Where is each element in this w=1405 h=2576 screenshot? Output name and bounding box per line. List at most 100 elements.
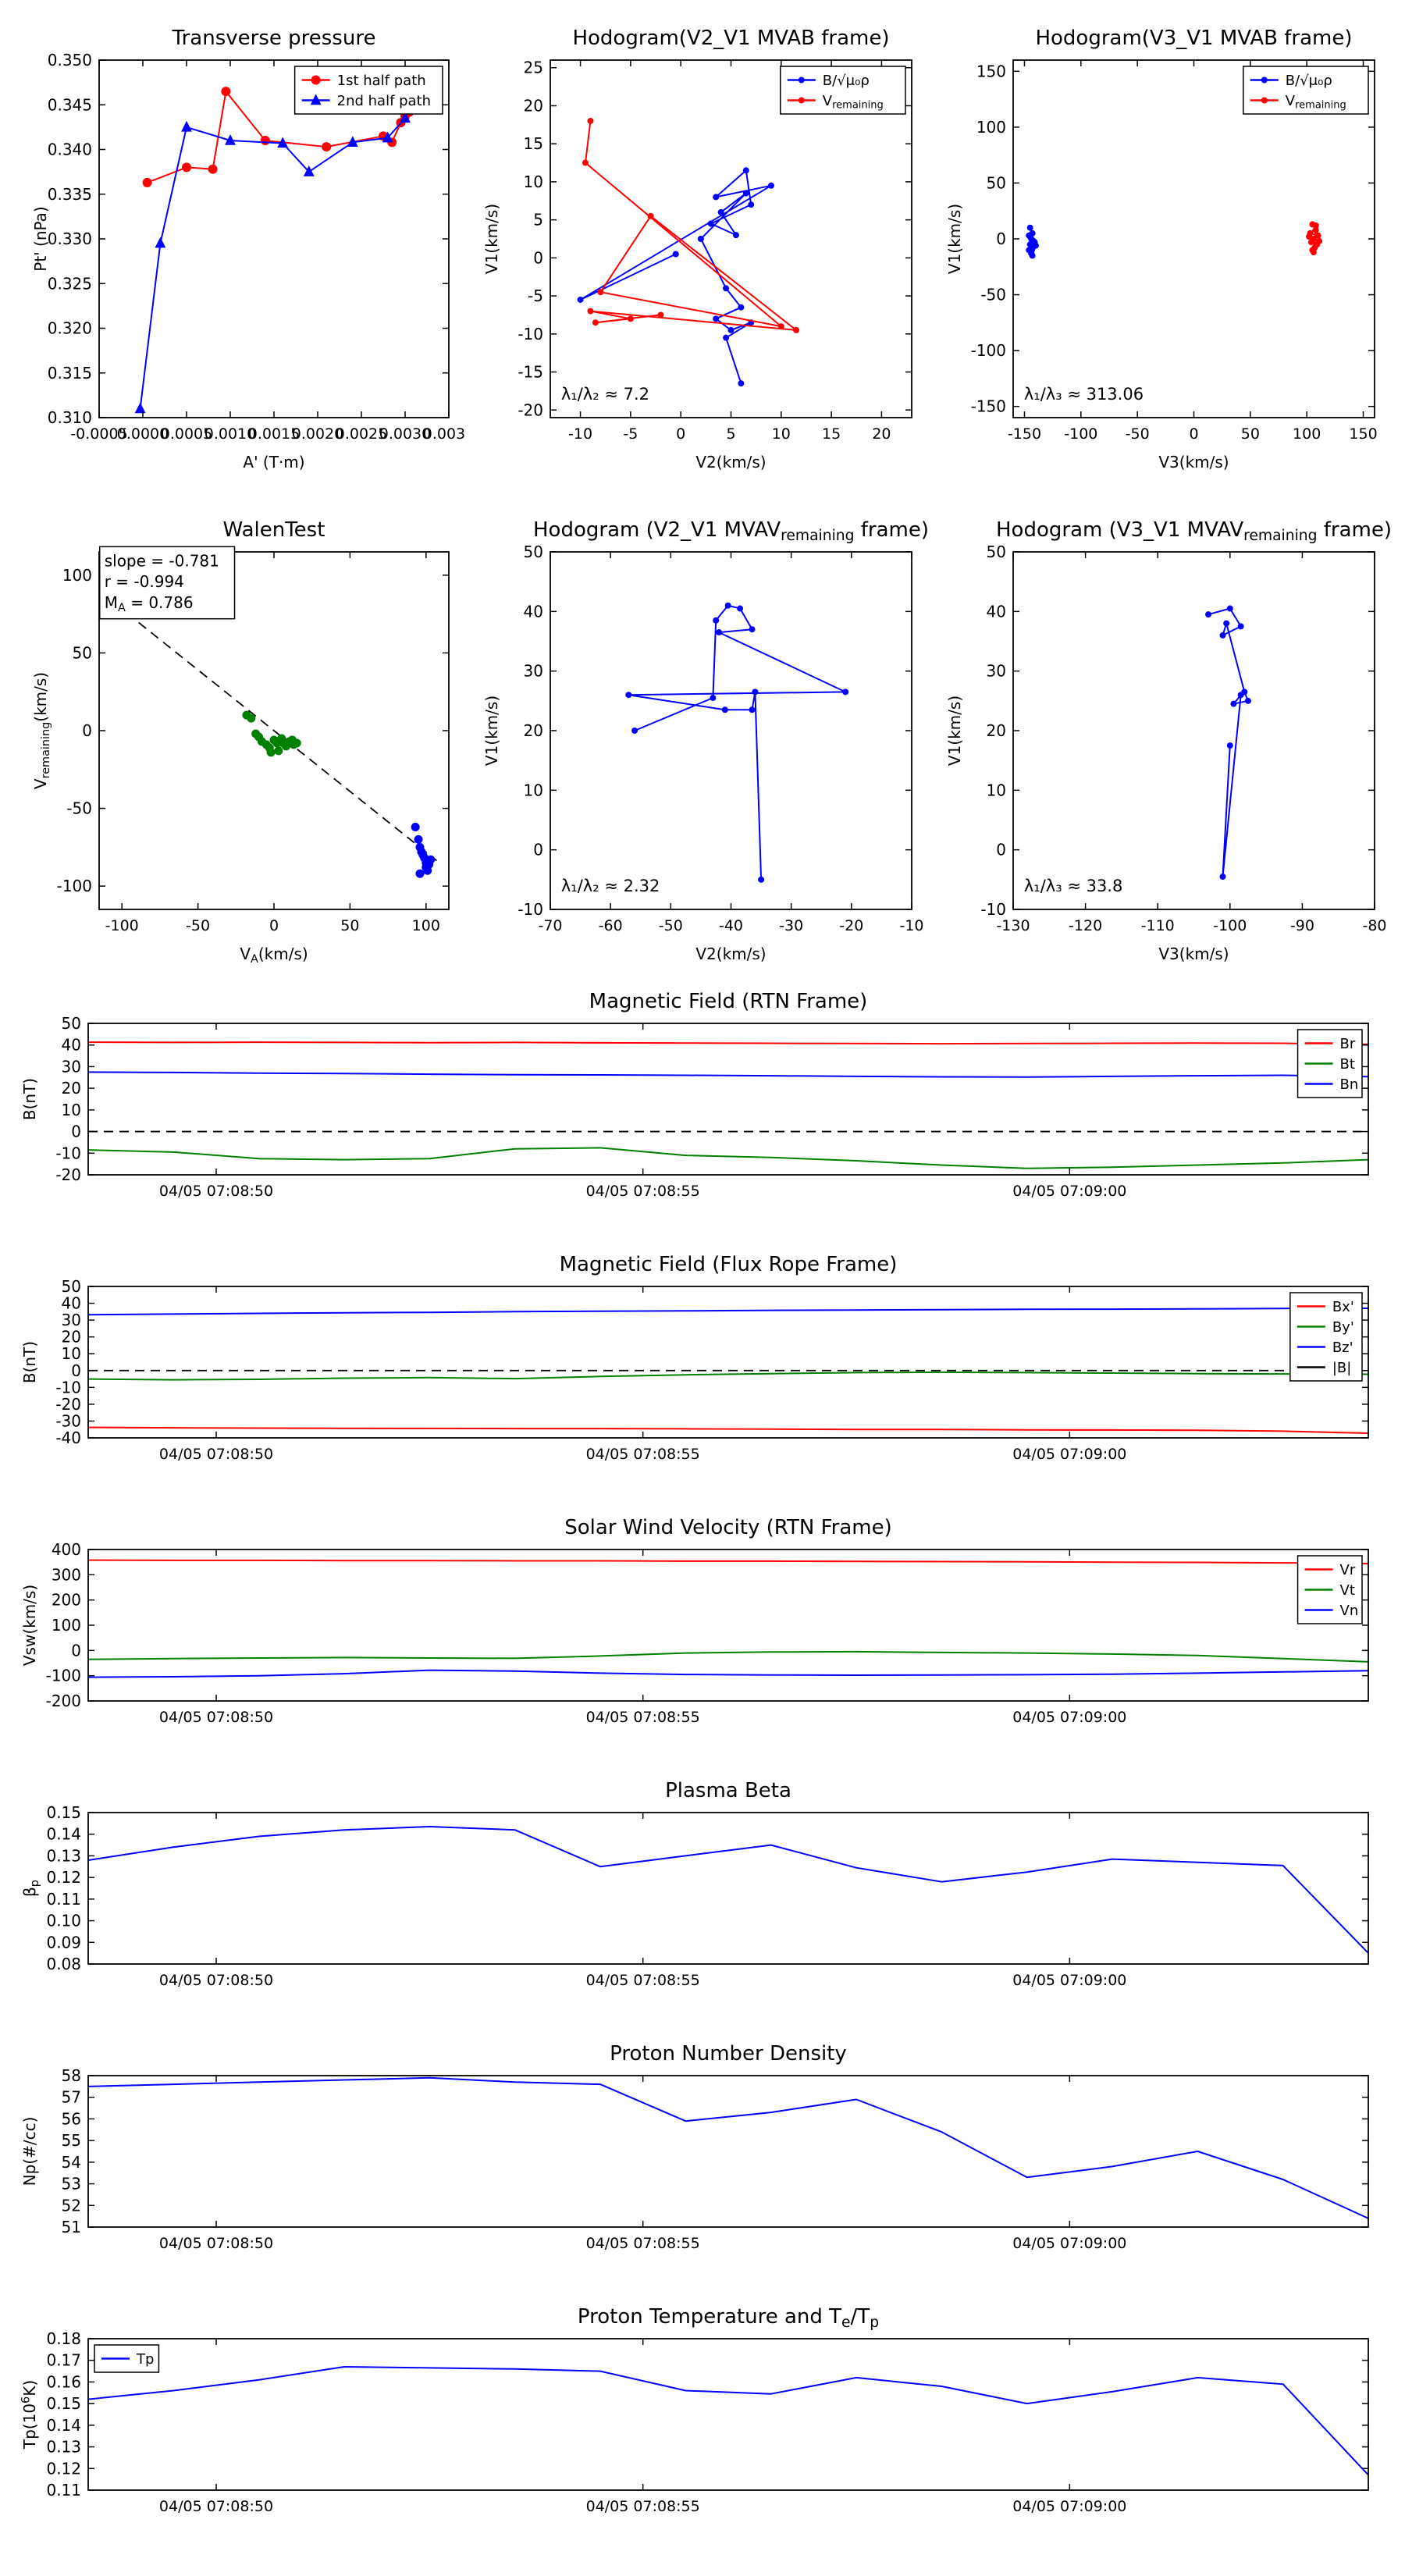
svg-text:0.340: 0.340	[48, 141, 92, 159]
svg-text:0.14: 0.14	[46, 2416, 81, 2435]
chart-solar-wind-velocity: 04/05 07:08:50 04/05 07:08:55 04/05 07:09:…	[12, 1514, 1393, 1738]
svg-text:MA = 0.786: MA = 0.786	[105, 593, 194, 614]
svg-text:By': By'	[1332, 1319, 1354, 1336]
svg-text:λ₁/λ₃ ≈ 313.06: λ₁/λ₃ ≈ 313.06	[1024, 385, 1144, 404]
svg-text:-100: -100	[57, 877, 92, 895]
svg-text:100: 100	[1293, 425, 1321, 443]
svg-text:04/05 07:08:50: 04/05 07:08:50	[159, 1446, 273, 1463]
chart-svg-hodogram_v2v1_mvab: -10 -5 0 5 10 15 20 -20 -15 -10 -5 0 5 10 15 20 25 Hodogr…	[482, 27, 912, 471]
svg-text:Hodogram(V3_V1 MVAB frame): Hodogram(V3_V1 MVAB frame)	[1035, 27, 1352, 50]
svg-text:100: 100	[412, 917, 440, 934]
svg-text:20: 20	[524, 96, 543, 115]
svg-text:04/05 07:08:50: 04/05 07:08:50	[159, 1709, 273, 1726]
svg-text:0.15: 0.15	[46, 2394, 81, 2413]
chart-svg-hodogram_v2v1_mvav: -70 -60 -50 -40 -30 -20 -10 -10 0 10 20 30 40 50Hodog…	[482, 518, 929, 963]
svg-text:55: 55	[62, 2131, 81, 2150]
svg-text:50: 50	[987, 173, 1006, 192]
svg-text:-50: -50	[186, 917, 210, 934]
chart-svg-walen_test: -100 -50 0 50 100 -100 -50 0 50 100 WalenTest VA(km…	[31, 518, 450, 966]
svg-text:-10: -10	[55, 1378, 81, 1397]
svg-text:B(nT): B(nT)	[20, 1078, 39, 1120]
svg-text:200: 200	[52, 1591, 81, 1610]
svg-text:400: 400	[52, 1540, 81, 1559]
svg-text:-100: -100	[1213, 917, 1247, 934]
svg-text:-80: -80	[1362, 917, 1386, 934]
svg-text:-50: -50	[980, 286, 1006, 304]
svg-text:15: 15	[524, 134, 543, 153]
svg-text:30: 30	[987, 662, 1006, 681]
svg-text:-10: -10	[899, 917, 923, 934]
chart-svg-plasma_beta: 04/05 07:08:50 04/05 07:08:55 04/05 07:09:…	[20, 1779, 1369, 1989]
svg-text:r = -0.994: r = -0.994	[105, 572, 184, 591]
svg-text:0.0025: 0.0025	[336, 425, 387, 443]
chart-proton-density: 04/05 07:08:50 04/05 07:08:55 04/05 07:09:…	[12, 2040, 1393, 2265]
svg-text:0.0035: 0.0035	[423, 425, 466, 443]
svg-text:-70: -70	[538, 917, 562, 934]
svg-text:10: 10	[772, 425, 791, 443]
svg-text:Bx': Bx'	[1332, 1299, 1354, 1315]
svg-text:-10: -10	[55, 1144, 81, 1162]
svg-text:1st half path: 1st half path	[337, 73, 426, 89]
chart-magnetic-field-fluxrope: 04/05 07:08:50 04/05 07:08:55 04/05 07:09:…	[12, 1251, 1393, 1475]
svg-text:0.11: 0.11	[46, 1890, 81, 1909]
svg-text:300: 300	[52, 1565, 81, 1584]
svg-text:0.0005: 0.0005	[161, 425, 212, 443]
svg-text:0.0000: 0.0000	[117, 425, 169, 443]
svg-text:-40: -40	[55, 1429, 81, 1447]
chart-magnetic-field-rtn: 04/05 07:08:50 04/05 07:08:55 04/05 07:09:…	[12, 987, 1393, 1212]
svg-text:Plasma Beta: Plasma Beta	[665, 1779, 791, 1802]
chart-hodogram-v2v1-mvav: -70 -60 -50 -40 -30 -20 -10 -10 0 10 20 30 40 50 Hodog…	[472, 503, 929, 984]
svg-text:B/√μ₀ρ: B/√μ₀ρ	[823, 73, 870, 89]
svg-text:0: 0	[71, 1641, 81, 1660]
svg-text:-130: -130	[996, 917, 1030, 934]
svg-text:Bz': Bz'	[1332, 1340, 1353, 1356]
svg-text:0: 0	[71, 1361, 81, 1380]
svg-text:0.09: 0.09	[46, 1933, 81, 1952]
svg-text:V1(km/s): V1(km/s)	[945, 696, 964, 766]
svg-text:Tp: Tp	[136, 2351, 154, 2368]
svg-text:25: 25	[524, 59, 543, 77]
svg-text:-0.0005: -0.0005	[70, 425, 127, 443]
svg-text:50: 50	[340, 917, 359, 934]
svg-text:100: 100	[52, 1616, 81, 1635]
chart-svg-proton_density: 04/05 07:08:50 04/05 07:08:55 04/05 07:09:…	[20, 2042, 1369, 2252]
svg-text:10: 10	[524, 781, 543, 799]
svg-text:04/05 07:09:00: 04/05 07:09:00	[1012, 1972, 1126, 1989]
svg-text:WalenTest: WalenTest	[223, 518, 325, 542]
chart-hodogram-v2v1-mvab: -10 -5 0 5 10 15 20 -20 -15 -10 -5 0 5 10 15 20 25 Hodogr…	[472, 12, 929, 492]
svg-text:λ₁/λ₂ ≈ 7.2: λ₁/λ₂ ≈ 7.2	[561, 385, 649, 404]
svg-text:-10: -10	[568, 425, 592, 443]
svg-text:-120: -120	[1069, 917, 1102, 934]
svg-text:-5: -5	[623, 425, 638, 443]
svg-text:0: 0	[533, 841, 543, 859]
svg-text:50: 50	[62, 1014, 81, 1033]
svg-text:Solar Wind Velocity (RTN Frame: Solar Wind Velocity (RTN Frame)	[564, 1516, 891, 1539]
svg-text:04/05 07:08:55: 04/05 07:08:55	[586, 1709, 700, 1726]
svg-text:slope = -0.781: slope = -0.781	[105, 551, 219, 570]
svg-text:0.15: 0.15	[46, 1803, 81, 1822]
svg-text:0.13: 0.13	[46, 1846, 81, 1865]
svg-text:5: 5	[533, 211, 543, 229]
svg-text:50: 50	[524, 543, 543, 561]
svg-text:βp: βp	[20, 1880, 41, 1897]
svg-text:04/05 07:08:55: 04/05 07:08:55	[586, 1972, 700, 1989]
svg-text:04/05 07:08:55: 04/05 07:08:55	[586, 2498, 700, 2515]
svg-text:04/05 07:08:55: 04/05 07:08:55	[586, 1446, 700, 1463]
svg-text:0.13: 0.13	[46, 2438, 81, 2457]
svg-text:-10: -10	[518, 900, 543, 919]
svg-text:Vremaining: Vremaining	[823, 93, 884, 112]
svg-text:50: 50	[62, 1277, 81, 1296]
svg-text:-20: -20	[518, 400, 543, 419]
chart-svg-mag_fluxrope: 04/05 07:08:50 04/05 07:08:55 04/05 07:09:…	[20, 1253, 1369, 1463]
svg-text:B/√μ₀ρ: B/√μ₀ρ	[1286, 73, 1332, 89]
svg-text:50: 50	[73, 643, 92, 662]
chart-svg-transverse_pressure: -0.00050.00000.00050.00100.00150.00200.0…	[31, 27, 475, 471]
svg-text:0.310: 0.310	[48, 408, 92, 427]
svg-text:0.18: 0.18	[46, 2329, 81, 2348]
svg-text:-150: -150	[971, 397, 1006, 416]
svg-text:-50: -50	[66, 799, 92, 818]
svg-text:-5: -5	[528, 286, 543, 305]
svg-text:04/05 07:09:00: 04/05 07:09:00	[1012, 1183, 1126, 1200]
svg-text:-20: -20	[839, 917, 863, 934]
